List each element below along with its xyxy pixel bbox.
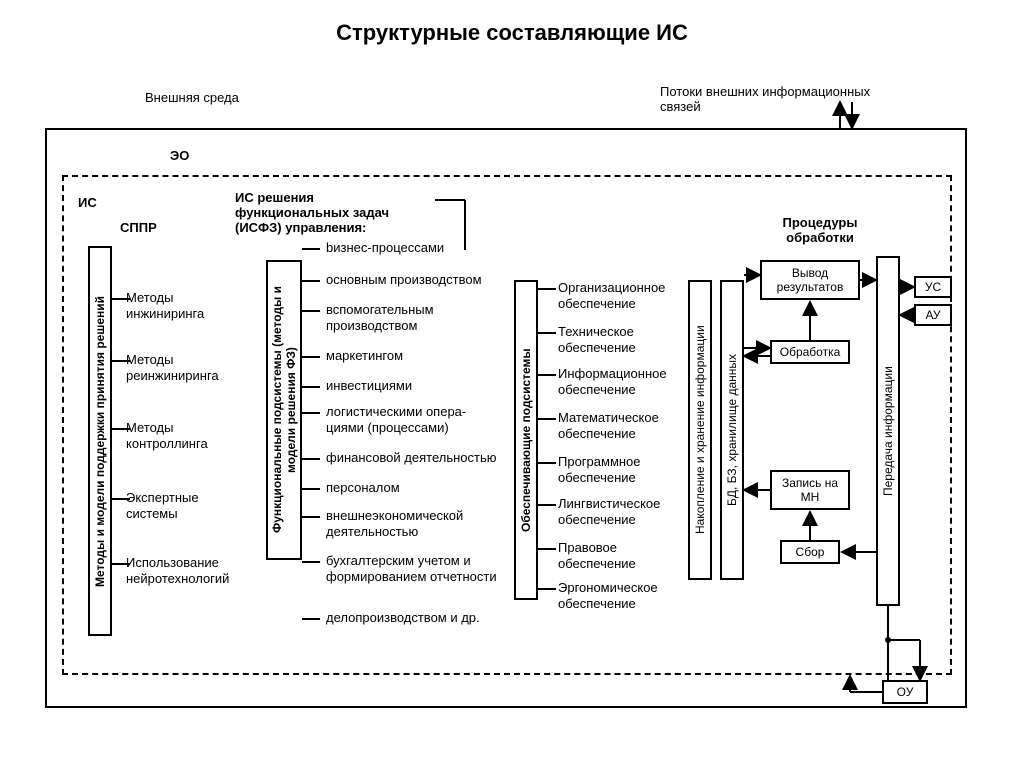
func-item: финансовой деятельностью (326, 450, 501, 466)
sppr-item: Использование нейротехнологий (126, 555, 236, 586)
list-tick (302, 356, 320, 358)
support-item: Эргономическое обеспечение (558, 580, 683, 611)
list-tick (538, 332, 556, 334)
label-proc: Процедуры обработки (775, 215, 865, 245)
func-item: вспомогательным производством (326, 302, 501, 333)
list-tick (302, 561, 320, 563)
sppr-vbox: Методы и модели поддержки принятия решен… (88, 246, 112, 636)
proc-output-box: Вывод результатов (760, 260, 860, 300)
list-tick (302, 488, 320, 490)
list-tick (302, 458, 320, 460)
au-box: АУ (914, 304, 952, 326)
ou-box: ОУ (882, 680, 928, 704)
db-vbox: БД, БЗ, хранилище данных (720, 280, 744, 580)
sppr-item: Методы контроллинга (126, 420, 236, 451)
list-tick (302, 310, 320, 312)
list-tick (538, 462, 556, 464)
list-tick (538, 548, 556, 550)
func-vbox: Функциональные подсистемы (методы и моде… (266, 260, 302, 560)
support-item: Организационное обеспечение (558, 280, 683, 311)
sppr-item: Экспертные системы (126, 490, 236, 521)
support-item: Правовое обеспечение (558, 540, 683, 571)
label-flows: Потоки внешних информационных связей (660, 84, 910, 114)
func-item: маркетингом (326, 348, 501, 364)
us-box: УС (914, 276, 952, 298)
proc-collect-box: Сбор (780, 540, 840, 564)
func-item: bизнес-процессами (326, 240, 501, 256)
func-item: внешнеэкономической деятельностью (326, 508, 501, 539)
sppr-item: Методы инжиниринга (126, 290, 236, 321)
label-sppr: СППР (120, 220, 157, 235)
label-external-env: Внешняя среда (145, 90, 239, 105)
support-item: Математическое обеспечение (558, 410, 683, 441)
list-tick (538, 504, 556, 506)
storage-vbox: Накопление и хранение информации (688, 280, 712, 580)
label-eo: ЭО (170, 148, 189, 163)
support-vbox: Обеспечивающие подсистемы (514, 280, 538, 600)
list-tick (302, 248, 320, 250)
list-tick (302, 516, 320, 518)
label-is: ИС (78, 195, 97, 210)
proc-record-box: Запись на МН (770, 470, 850, 510)
list-tick (302, 412, 320, 414)
sppr-item: Методы реинжиниринга (126, 352, 236, 383)
list-tick (302, 618, 320, 620)
list-tick (538, 418, 556, 420)
list-tick (538, 588, 556, 590)
func-item: делопроизводством и др. (326, 610, 501, 626)
list-tick (538, 374, 556, 376)
func-item: инвестициями (326, 378, 501, 394)
list-tick (302, 386, 320, 388)
label-isfz: ИС решения функциональных задач (ИСФЗ) у… (235, 190, 425, 235)
list-tick (302, 280, 320, 282)
page-title: Структурные составляющие ИС (0, 20, 1024, 46)
support-item: Техническое обеспечение (558, 324, 683, 355)
support-item: Информационное обеспечение (558, 366, 683, 397)
func-item: основным производством (326, 272, 501, 288)
support-item: Лингвистическое обеспечение (558, 496, 683, 527)
support-item: Программное обеспечение (558, 454, 683, 485)
proc-process-box: Обработка (770, 340, 850, 364)
list-tick (538, 288, 556, 290)
func-item: персоналом (326, 480, 501, 496)
func-item: бухгалтерским учетом и формированием отч… (326, 553, 501, 584)
func-item: логистическими опера- циями (процессами) (326, 404, 501, 435)
transfer-vbox: Передача информации (876, 256, 900, 606)
